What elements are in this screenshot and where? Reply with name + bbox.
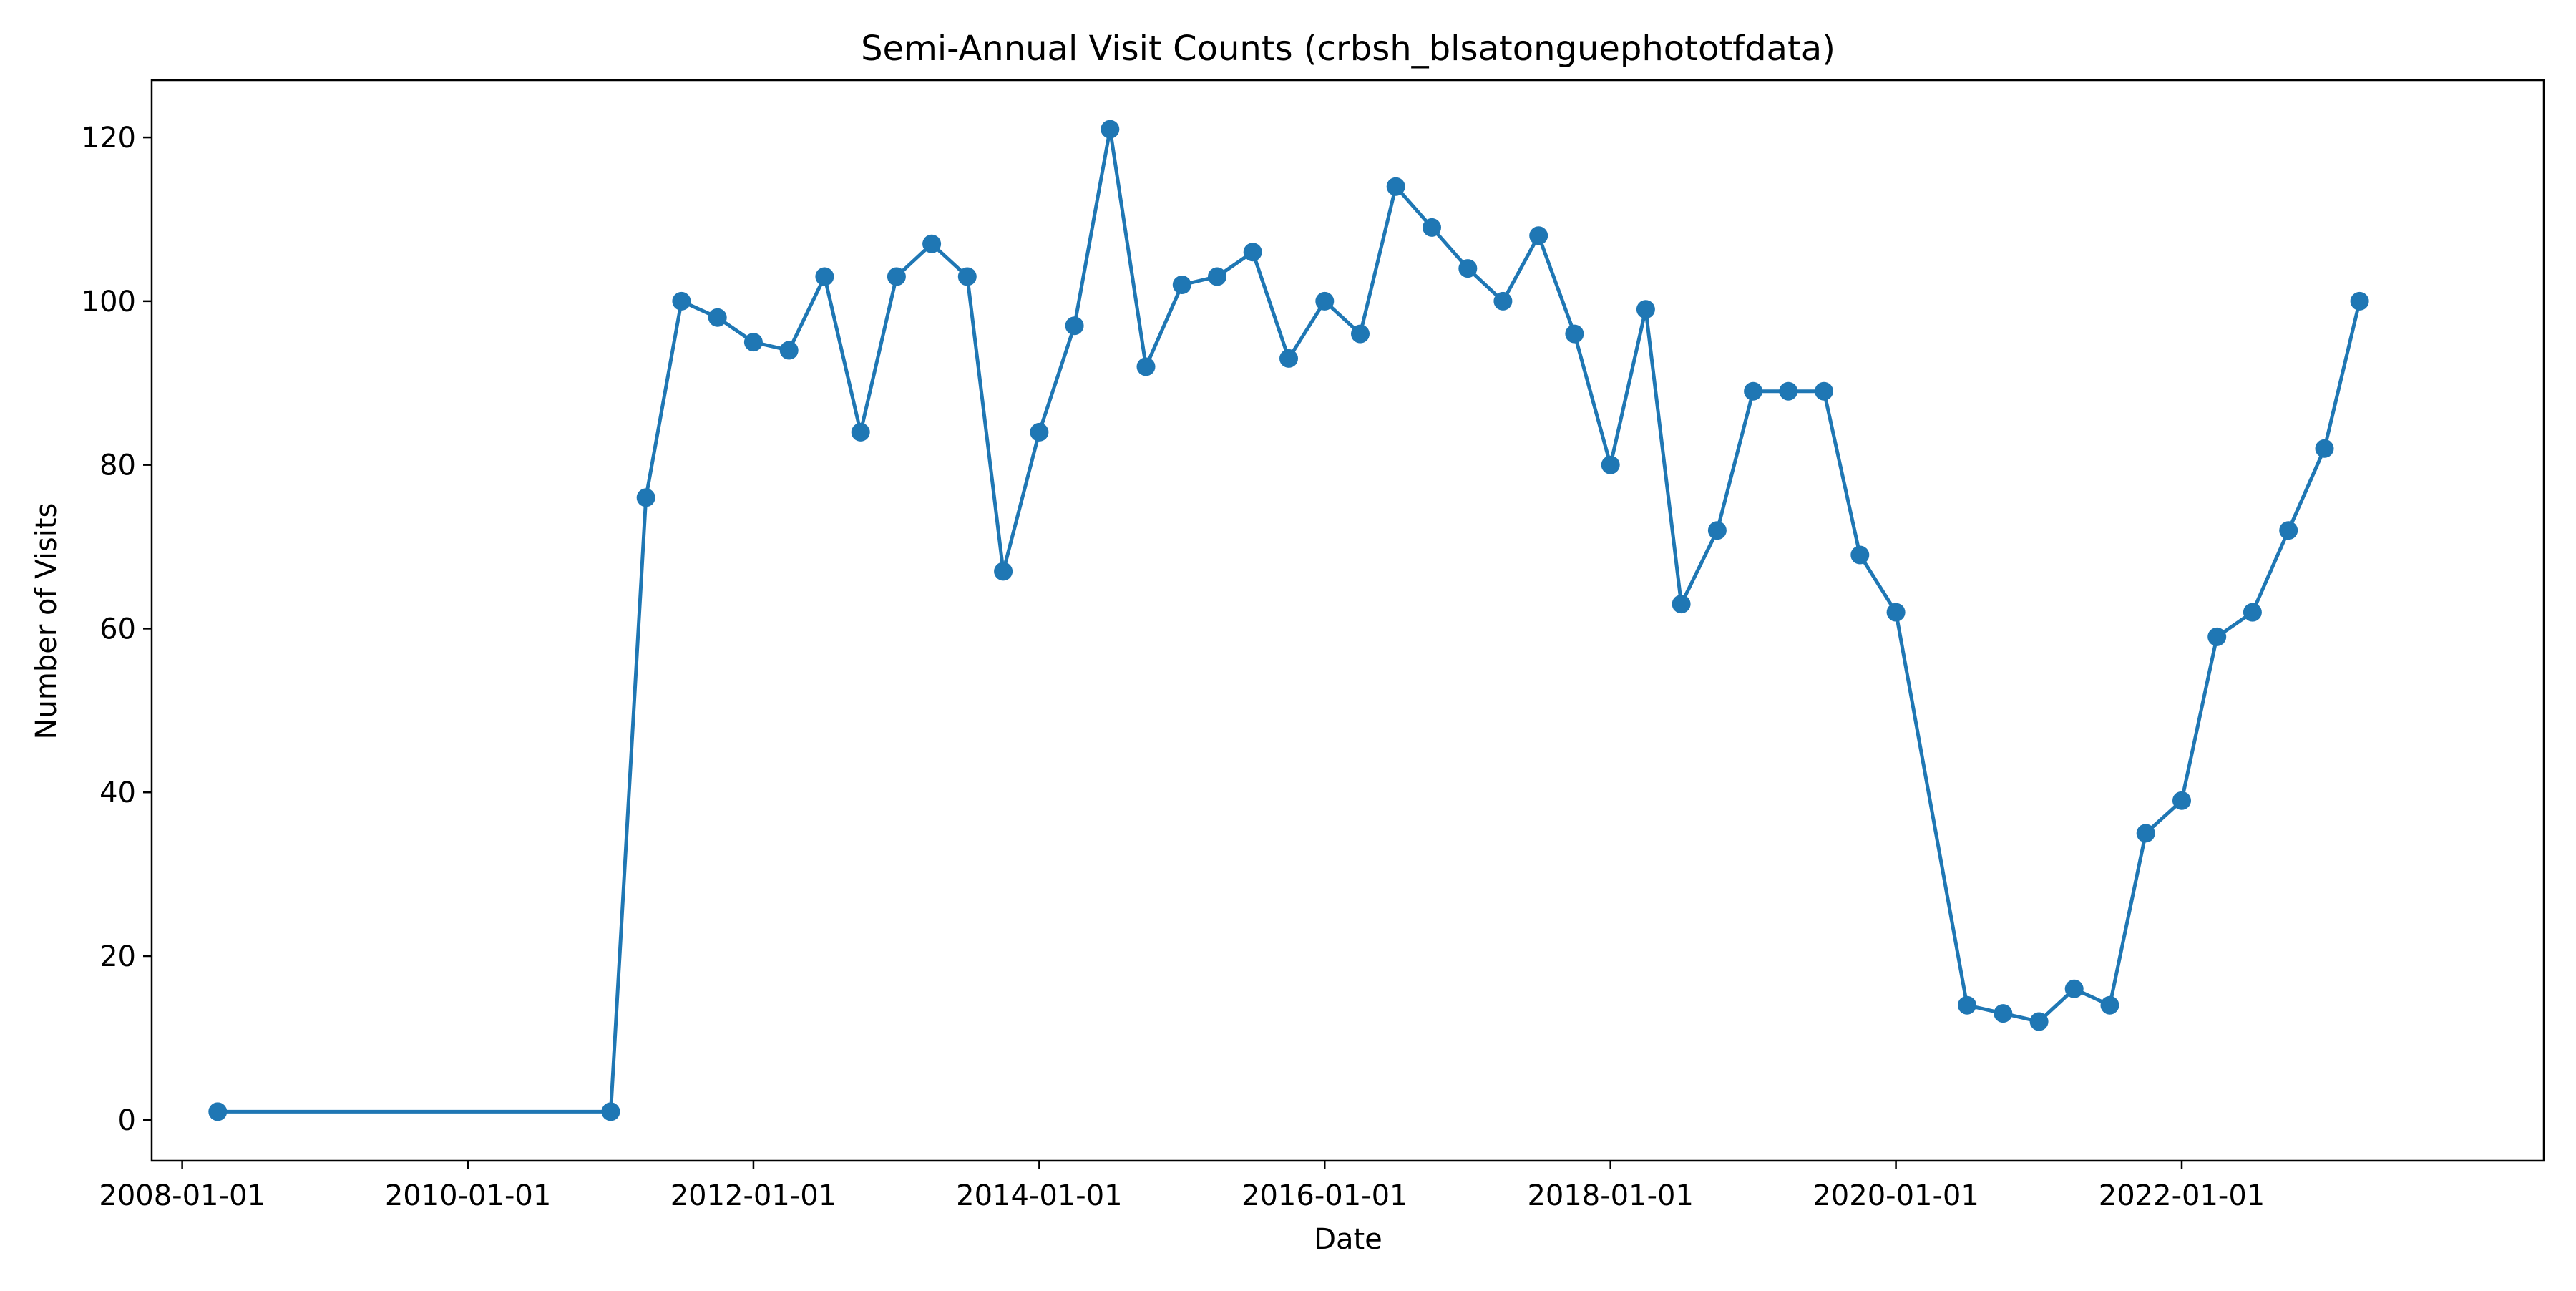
data-point <box>708 308 727 327</box>
data-point <box>1279 349 1298 368</box>
y-tick-label: 0 <box>118 1104 136 1137</box>
x-axis-label: Date <box>1314 1223 1382 1256</box>
data-point <box>1030 422 1049 442</box>
data-point <box>1065 316 1084 336</box>
chart-title: Semi-Annual Visit Counts (crbsh_blsatong… <box>861 29 1835 69</box>
x-tick-label: 2010-01-01 <box>385 1179 551 1212</box>
data-point <box>2279 521 2298 540</box>
data-point <box>1672 595 1691 614</box>
data-point <box>1493 291 1513 311</box>
data-point <box>2029 1012 2049 1031</box>
data-point <box>1994 1004 2013 1023</box>
y-tick-label: 40 <box>99 776 136 809</box>
y-tick-label: 80 <box>99 449 136 482</box>
data-point <box>1136 357 1156 376</box>
data-point <box>1815 381 1833 401</box>
x-tick-label: 2014-01-01 <box>956 1179 1122 1212</box>
data-point <box>1886 603 1906 622</box>
data-point <box>1850 545 1870 565</box>
data-point <box>2243 603 2262 622</box>
data-point <box>1423 218 1441 237</box>
y-tick-label: 100 <box>82 286 136 318</box>
data-point <box>2350 291 2369 311</box>
data-point <box>208 1102 228 1121</box>
data-point <box>851 422 870 442</box>
data-point <box>1243 243 1262 262</box>
data-point <box>1636 300 1655 319</box>
data-point <box>672 291 691 311</box>
data-point <box>1101 120 1120 139</box>
data-point <box>815 267 834 286</box>
data-point <box>1386 177 1405 196</box>
data-point <box>743 333 763 352</box>
y-tick-label: 20 <box>99 940 136 973</box>
data-point <box>922 234 942 253</box>
y-axis-label: Number of Visits <box>30 503 63 740</box>
y-axis-ticks: 0 20 40 60 80 100 120 <box>82 122 152 1137</box>
x-tick-label: 2008-01-01 <box>99 1179 265 1212</box>
x-axis-ticks: 2008-01-01 2010-01-01 2012-01-01 2014-01-01… <box>99 1161 2265 1212</box>
data-point <box>1779 381 1798 401</box>
data-point <box>1208 267 1226 286</box>
data-point <box>1315 291 1335 311</box>
data-point <box>1351 324 1370 344</box>
plot-area-frame <box>150 79 2545 1162</box>
data-point <box>1958 995 1976 1015</box>
x-tick-label: 2020-01-01 <box>1813 1179 1979 1212</box>
data-point <box>2315 439 2334 458</box>
x-tick-label: 2022-01-01 <box>2099 1179 2265 1212</box>
data-point <box>1458 259 1478 278</box>
data-point <box>2136 824 2155 843</box>
data-point <box>2172 791 2191 810</box>
x-tick-label: 2016-01-01 <box>1241 1179 1407 1212</box>
data-point <box>1601 455 1620 474</box>
y-tick-label: 120 <box>82 122 136 155</box>
data-point <box>957 267 977 286</box>
x-tick-label: 2012-01-01 <box>670 1179 836 1212</box>
data-point <box>2100 995 2119 1015</box>
data-point <box>1565 324 1584 344</box>
data-point <box>779 341 799 360</box>
data-point <box>2207 627 2227 646</box>
data-point <box>1172 276 1191 294</box>
data-point <box>636 488 655 507</box>
data-point <box>994 562 1013 581</box>
data-point <box>1744 381 1763 401</box>
data-point <box>1707 521 1727 540</box>
data-point <box>887 267 906 286</box>
y-tick-label: 60 <box>99 613 136 646</box>
x-tick-label: 2018-01-01 <box>1527 1179 1693 1212</box>
data-point <box>2064 979 2084 998</box>
series-layer <box>208 120 2369 1121</box>
data-point <box>601 1102 620 1121</box>
data-point <box>1529 226 1548 245</box>
